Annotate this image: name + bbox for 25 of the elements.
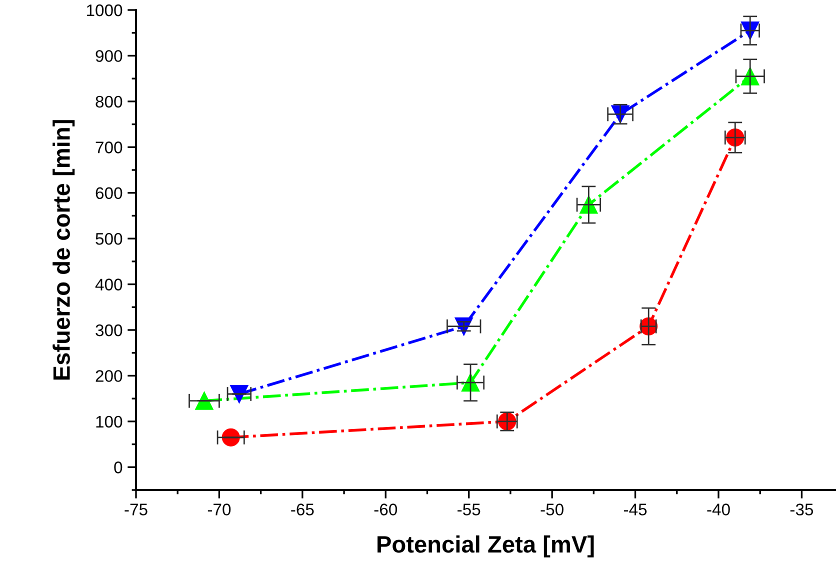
point <box>230 384 248 404</box>
y-tick-label: 900 <box>96 50 122 62</box>
x-tick-label: -50 <box>540 504 564 516</box>
x-tick-label: -60 <box>374 504 398 516</box>
x-tick-label: -55 <box>458 504 480 516</box>
x-tick-label: -65 <box>291 504 314 516</box>
y-axis-title: Esfuerzo de corte [min] <box>52 120 75 380</box>
x-tick-label: -45 <box>624 504 647 516</box>
y-tick-label: 200 <box>96 370 122 382</box>
point <box>222 428 240 446</box>
x-tick-label: -40 <box>707 504 730 516</box>
x-axis-title: Potencial Zeta [mV] <box>378 535 594 558</box>
y-tick-label: 0 <box>114 462 122 474</box>
x-tick-label: -75 <box>124 504 148 516</box>
x-tick-label: -35 <box>790 504 814 516</box>
y-tick-label: 800 <box>96 96 122 108</box>
y-tick-label: 400 <box>95 278 122 290</box>
x-tick-label: -70 <box>208 504 231 516</box>
point <box>195 392 214 410</box>
y-tick-label: 700 <box>96 142 122 154</box>
y-tick-label: 300 <box>96 324 122 336</box>
y-tick-label: 600 <box>96 187 122 200</box>
y-tick-label: 1000 <box>87 4 122 16</box>
y-tick-label: 100 <box>96 416 122 428</box>
y-tick-label: 500 <box>96 232 122 245</box>
